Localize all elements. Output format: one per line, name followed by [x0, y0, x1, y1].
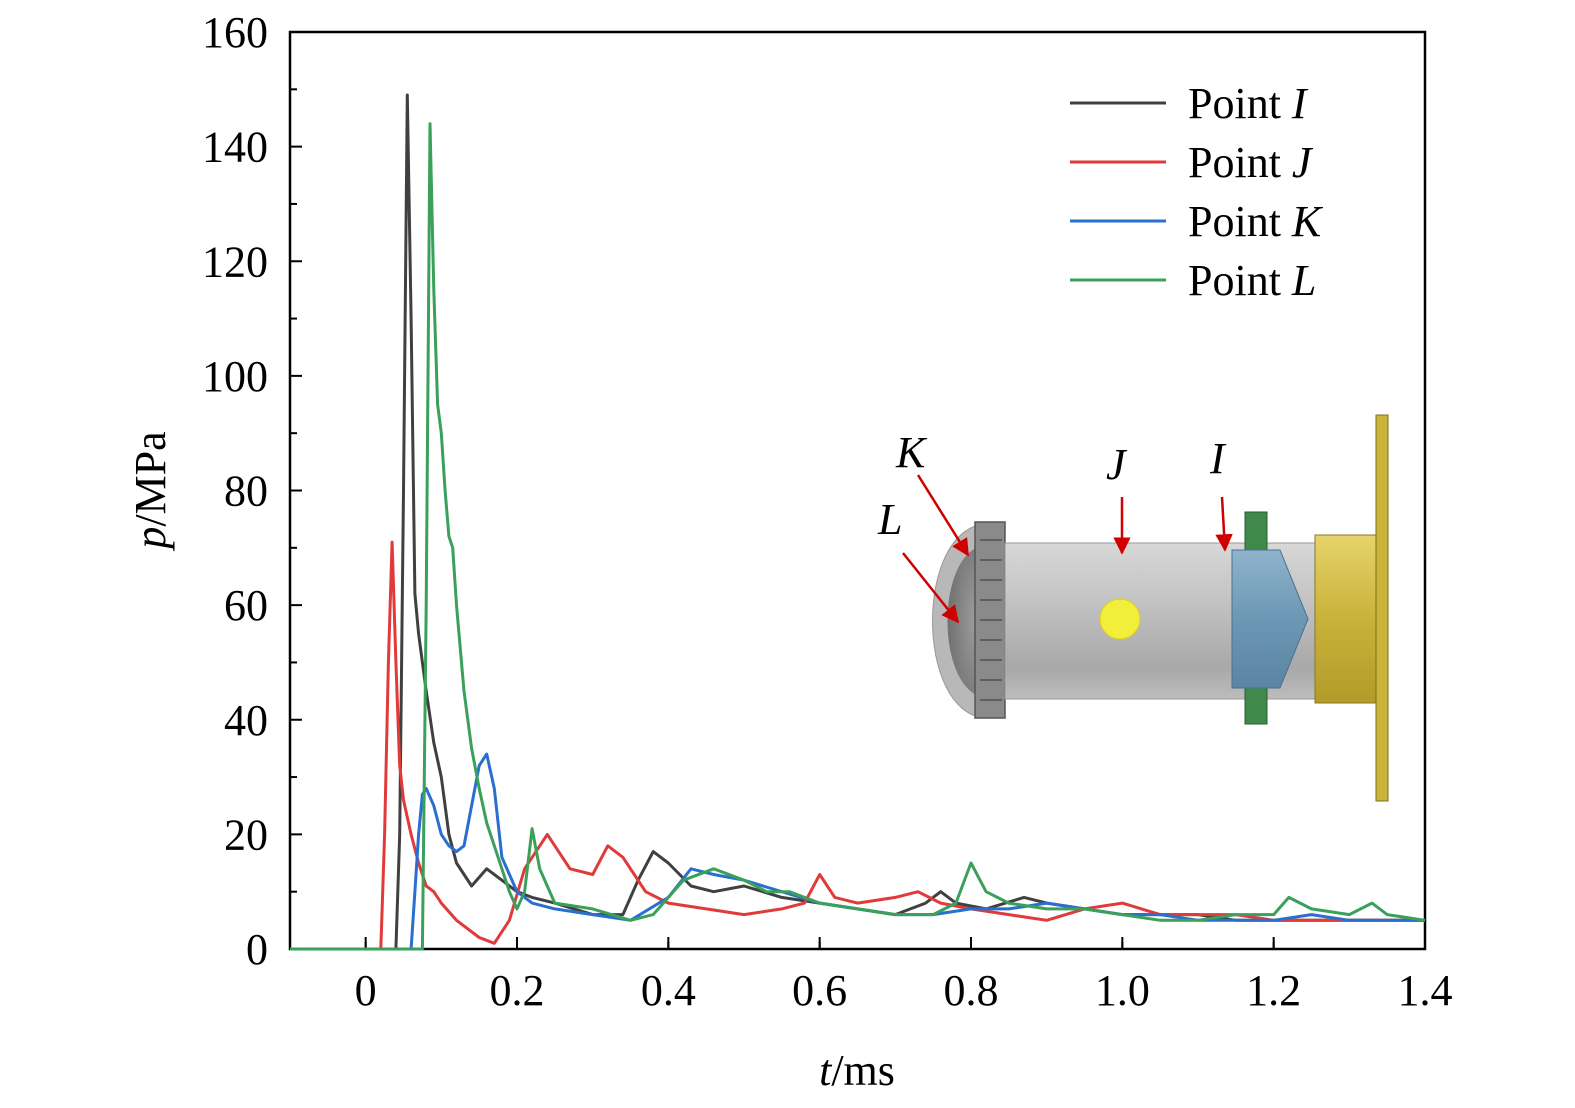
y-axis-title: p/MPa	[126, 431, 175, 551]
arrow-K	[916, 474, 970, 557]
inset-label-K: K	[895, 428, 928, 477]
y-axis-ticks: 0 20 40 60 80 100 120 140 160	[202, 8, 302, 974]
x-tick-label: 0.4	[641, 966, 696, 1015]
x-tick-label: 1.0	[1095, 966, 1150, 1015]
arrow-I	[1215, 496, 1233, 552]
series-line-J	[290, 540, 1425, 951]
legend-label-L: Point L	[1188, 256, 1316, 305]
end-cap-teeth	[980, 539, 1002, 701]
y-axis-unit: /MPa	[126, 431, 175, 526]
gold-flange	[1314, 534, 1378, 704]
y-axis-var: p	[126, 527, 175, 552]
series-line-K	[290, 752, 1425, 951]
blue-plug	[1231, 549, 1309, 689]
x-tick-label: 0.2	[490, 966, 545, 1015]
legend-label-I: Point I	[1188, 79, 1309, 128]
y-tick-label: 120	[202, 237, 268, 286]
x-tick-label: 1.4	[1398, 966, 1453, 1015]
green-post-bottom	[1244, 683, 1268, 725]
inset-label-J: J	[1106, 440, 1128, 489]
y-tick-label: 160	[202, 8, 268, 57]
inset-label-I: I	[1209, 434, 1227, 483]
series-lines	[290, 93, 1426, 951]
x-tick-label: 0	[355, 966, 377, 1015]
gold-plate	[1375, 414, 1389, 802]
charge-sphere	[1099, 598, 1141, 640]
y-tick-label: 100	[202, 352, 268, 401]
y-tick-label: 60	[224, 581, 268, 630]
arrow-L	[902, 552, 960, 624]
series-line-L	[290, 122, 1426, 951]
x-axis-title: t/ms	[819, 1046, 895, 1095]
x-axis-ticks: 0 0.2 0.4 0.6 0.8 1.0 1.2 1.4	[355, 937, 1453, 1015]
legend: Point I Point J Point K Point L	[1070, 79, 1324, 305]
inset-label-L: L	[877, 495, 902, 544]
x-tick-label: 1.2	[1246, 966, 1301, 1015]
y-tick-label: 0	[246, 925, 268, 974]
y-tick-label: 140	[202, 123, 268, 172]
y-tick-label: 20	[224, 810, 268, 859]
x-tick-label: 0.8	[944, 966, 999, 1015]
y-tick-label: 40	[224, 696, 268, 745]
x-axis-unit: /ms	[831, 1046, 895, 1095]
y-tick-label: 80	[224, 467, 268, 516]
specimen-inset-diagram: K L J I	[877, 414, 1389, 802]
legend-label-J: Point J	[1188, 138, 1314, 187]
x-axis-var: t	[819, 1046, 833, 1095]
legend-label-K: Point K	[1188, 197, 1324, 246]
green-post-top	[1244, 511, 1268, 553]
x-tick-label: 0.6	[792, 966, 847, 1015]
